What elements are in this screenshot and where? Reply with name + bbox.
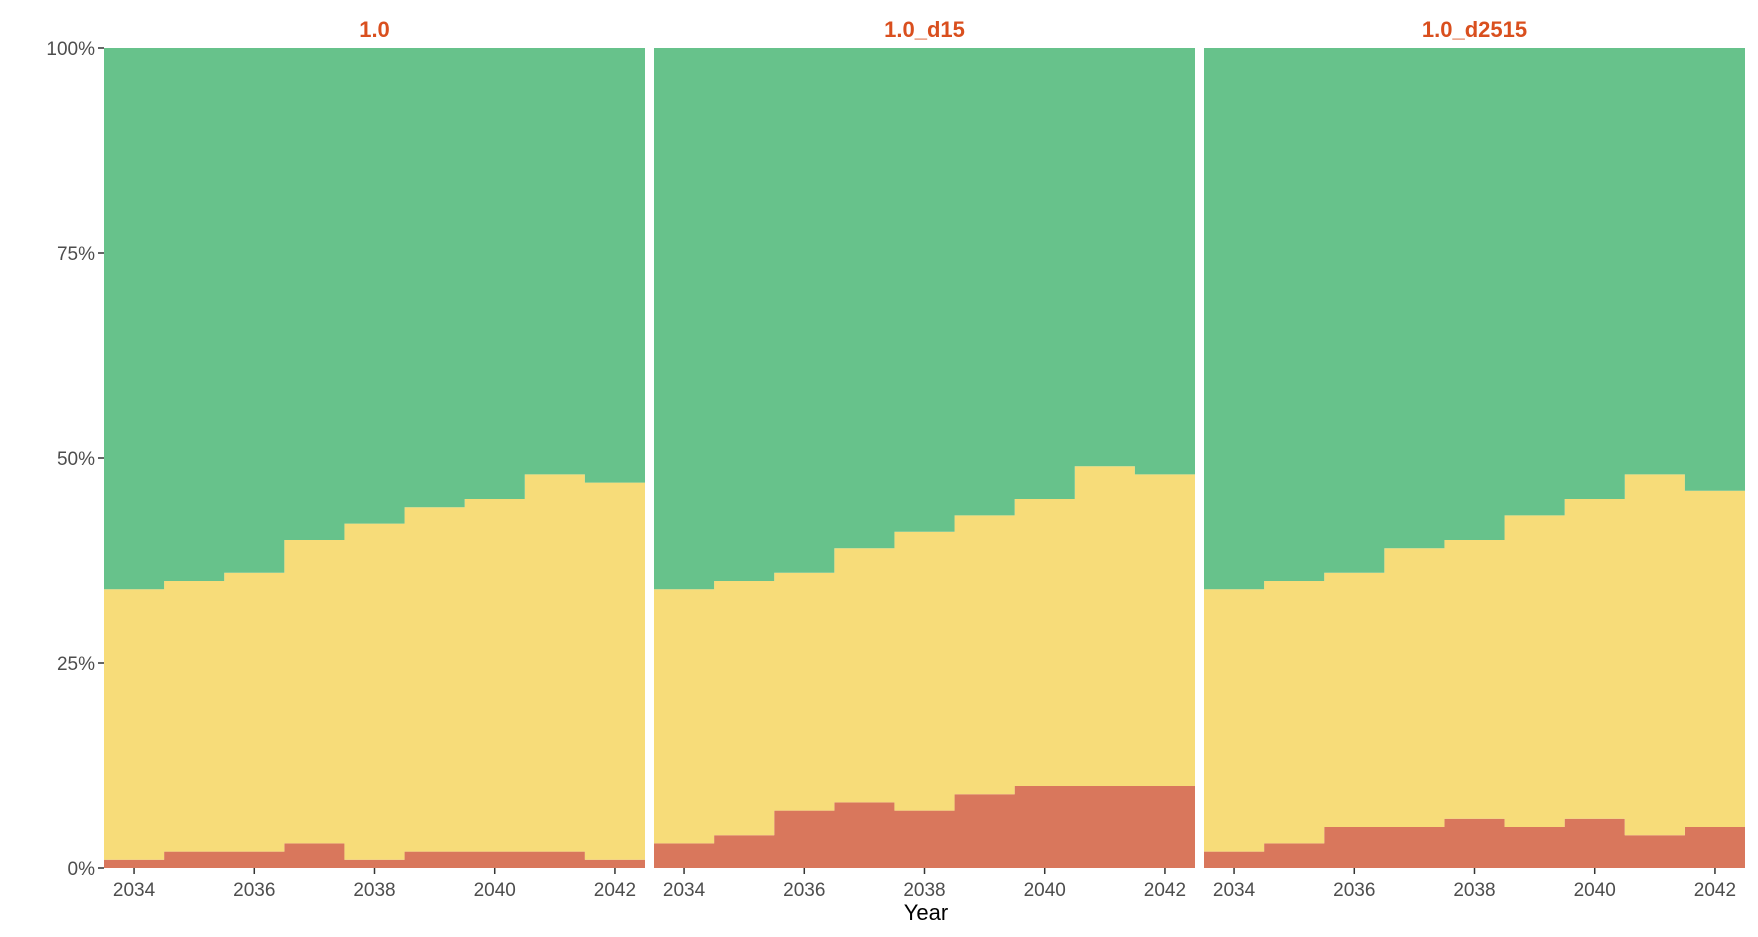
series-area-bottom [1204, 818, 1745, 868]
y-tick-label: 50% [57, 449, 95, 470]
panel-title: 1.0_d15 [884, 17, 965, 42]
panel-3: 1.0_d2515 2034 2036 2038 2040 2042 [1204, 17, 1745, 901]
series-area-top [1204, 48, 1745, 590]
series-area-middle [104, 474, 645, 860]
y-tick-label: 0% [68, 859, 96, 880]
panels: 1.0 2034 2036 2038 2040 2042 1.0_d15 2034 2036 20… [104, 17, 1745, 901]
x-tick-label: 2040 [1024, 880, 1066, 901]
series-area-bottom [654, 786, 1195, 868]
x-tick-label: 2036 [233, 880, 275, 901]
x-tick-label: 2038 [903, 880, 945, 901]
panel-title: 1.0_d2515 [1422, 17, 1527, 42]
y-tick-label: 75% [57, 244, 95, 265]
panel-1: 1.0 2034 2036 2038 2040 2042 [104, 17, 645, 901]
x-tick-label: 2042 [1694, 880, 1736, 901]
x-tick-label: 2034 [663, 880, 706, 901]
x-tick-label: 2040 [474, 880, 516, 901]
series-area-top [104, 48, 645, 590]
x-tick-label: 2036 [1333, 880, 1375, 901]
x-tick-label: 2042 [1144, 880, 1186, 901]
series-area-middle [654, 466, 1195, 844]
panel-2: 1.0_d15 2034 2036 2038 2040 2042 [654, 17, 1195, 901]
x-tick-label: 2040 [1574, 880, 1616, 901]
x-tick-label: 2034 [1213, 880, 1256, 901]
x-tick-label: 2042 [594, 880, 636, 901]
x-tick-label: 2038 [1453, 880, 1495, 901]
y-axis: 0% 25% 50% 75% 100% [46, 39, 104, 880]
x-tick-label: 2034 [113, 880, 156, 901]
panel-title: 1.0 [359, 17, 390, 42]
series-area-top [654, 48, 1195, 590]
x-tick-label: 2038 [353, 880, 395, 901]
x-axis-title: Year [904, 900, 948, 925]
series-area-bottom [104, 843, 645, 868]
series-area-middle [1204, 474, 1745, 852]
y-tick-label: 25% [57, 654, 95, 675]
y-tick-label: 100% [46, 39, 95, 60]
x-tick-label: 2036 [783, 880, 825, 901]
